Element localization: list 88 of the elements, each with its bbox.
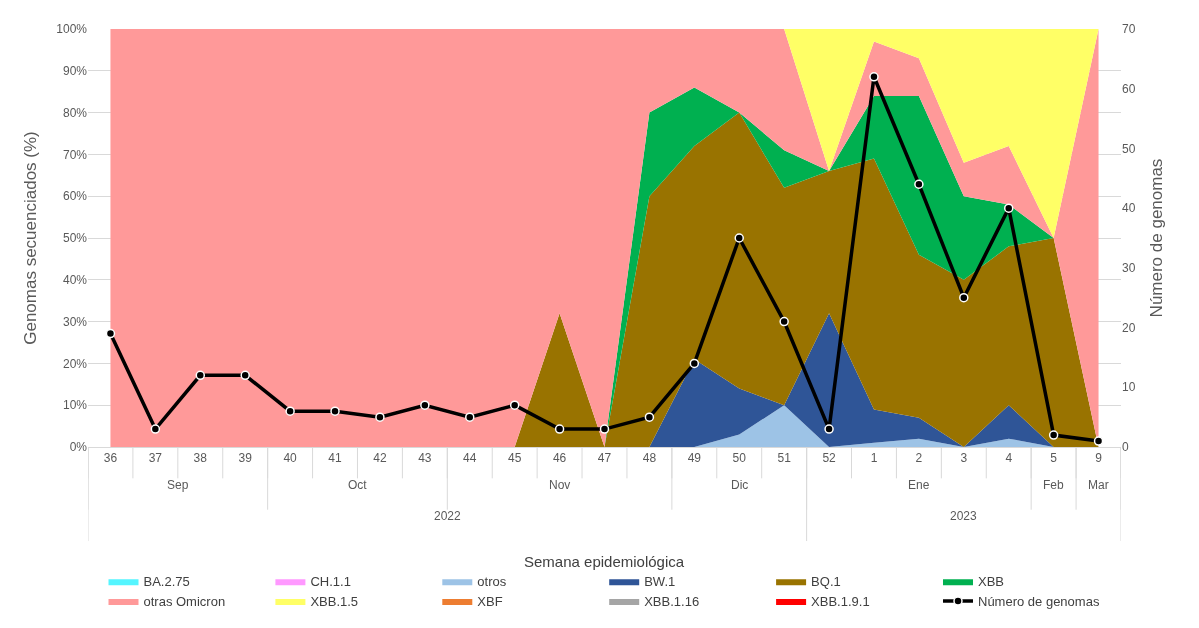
y2-tick-label: 30 xyxy=(1122,261,1136,276)
point xyxy=(465,412,475,422)
x-tick-label: 3 xyxy=(960,451,968,466)
point xyxy=(105,328,116,339)
legend-label: BQ.1 xyxy=(811,574,841,590)
point xyxy=(150,424,161,434)
x-tick-label: 41 xyxy=(328,451,343,466)
x-tick-label: 37 xyxy=(148,451,163,466)
point xyxy=(375,412,385,422)
y-tick-label: 100% xyxy=(56,22,88,37)
text: Dic xyxy=(731,478,749,492)
point xyxy=(824,424,834,434)
legend-label: XBB.1.9.1 xyxy=(811,594,870,610)
y2-tick-label: 70 xyxy=(1122,22,1136,37)
point xyxy=(869,72,879,82)
y2-axis-title: Número de genomas xyxy=(1147,158,1167,318)
y-tick-label: 0% xyxy=(69,440,88,455)
legend-label: XBB xyxy=(977,574,1005,590)
legend-label: BA.2.75 xyxy=(143,574,190,590)
y2-tick-label: 40 xyxy=(1122,201,1136,216)
x-tick-label: 46 xyxy=(552,451,567,466)
y-tick-label: 40% xyxy=(62,273,88,287)
legend-label: XBB.1.16 xyxy=(644,594,700,610)
x-tick-label: 42 xyxy=(373,451,387,466)
x-tick-label: 1 xyxy=(870,451,878,466)
y-tick-label: 70% xyxy=(62,147,88,162)
point xyxy=(599,424,610,434)
point xyxy=(420,400,430,410)
point xyxy=(509,400,520,410)
x-tick-label: 48 xyxy=(642,451,657,466)
y-tick-label: 30% xyxy=(62,314,88,329)
point xyxy=(779,316,789,327)
text: 2023 xyxy=(950,509,978,523)
x-tick-label: 49 xyxy=(687,451,702,466)
y-tick-label: 20% xyxy=(62,356,88,371)
text: Semana epidemiológica xyxy=(524,553,685,570)
y-tick-label: 80% xyxy=(62,105,88,120)
legend-label: Número de genomas xyxy=(977,594,1100,610)
x-tick-label: 47 xyxy=(597,451,612,466)
y-tick-label: 60% xyxy=(62,189,88,204)
x-tick-label: 2 xyxy=(915,451,923,466)
point xyxy=(330,406,340,416)
point xyxy=(644,412,655,422)
y2-tick-label: 0 xyxy=(1122,440,1129,455)
x-tick-label: 51 xyxy=(777,451,792,466)
text: Feb xyxy=(1043,478,1064,492)
x-tick-label: 52 xyxy=(822,451,837,466)
x-tick-label: 45 xyxy=(507,451,522,466)
x-tick-label: 39 xyxy=(238,451,253,466)
x-tick-label: 44 xyxy=(463,451,477,466)
text: Oct xyxy=(348,478,368,492)
y2-tick-label: 20 xyxy=(1122,320,1136,335)
point xyxy=(1048,430,1059,440)
x-tick-label: 5 xyxy=(1050,451,1058,466)
y-tick-label: 50% xyxy=(62,231,88,246)
text: 2022 xyxy=(434,509,462,523)
text: Sep xyxy=(167,478,189,492)
text: Ene xyxy=(908,478,930,492)
point xyxy=(1003,203,1014,213)
x-tick-label: 40 xyxy=(283,451,298,466)
text: Mar xyxy=(1088,478,1109,492)
text: Nov xyxy=(549,478,571,492)
point xyxy=(285,406,295,416)
legend-label: otros xyxy=(477,574,507,590)
legend-label: otras Omicron xyxy=(143,594,226,610)
y2-tick-label: 10 xyxy=(1122,380,1136,395)
x-tick-label: 38 xyxy=(193,451,208,466)
y-tick-label: 10% xyxy=(62,398,88,413)
x-tick-label: 9 xyxy=(1095,451,1103,466)
y-axis-title: Genomas secuenciados (%) xyxy=(20,131,40,345)
point xyxy=(959,292,969,303)
legend-label: XBF xyxy=(477,594,503,610)
x-tick-label: 50 xyxy=(732,451,747,466)
point xyxy=(914,179,924,190)
legend-label: BW.1 xyxy=(644,574,676,590)
y2-tick-label: 50 xyxy=(1122,141,1136,156)
legend-label: CH.1.1 xyxy=(310,574,351,590)
x-tick-label: 4 xyxy=(1005,451,1013,466)
y2-tick-label: 60 xyxy=(1122,81,1136,96)
point xyxy=(689,358,700,369)
legend-label: XBB.1.5 xyxy=(310,594,359,610)
point xyxy=(240,370,250,381)
point xyxy=(195,370,206,381)
x-tick-label: 43 xyxy=(418,451,432,466)
x-tick-label: 36 xyxy=(103,451,118,466)
y-tick-label: 90% xyxy=(62,64,88,78)
point xyxy=(554,424,565,434)
point xyxy=(734,233,744,243)
